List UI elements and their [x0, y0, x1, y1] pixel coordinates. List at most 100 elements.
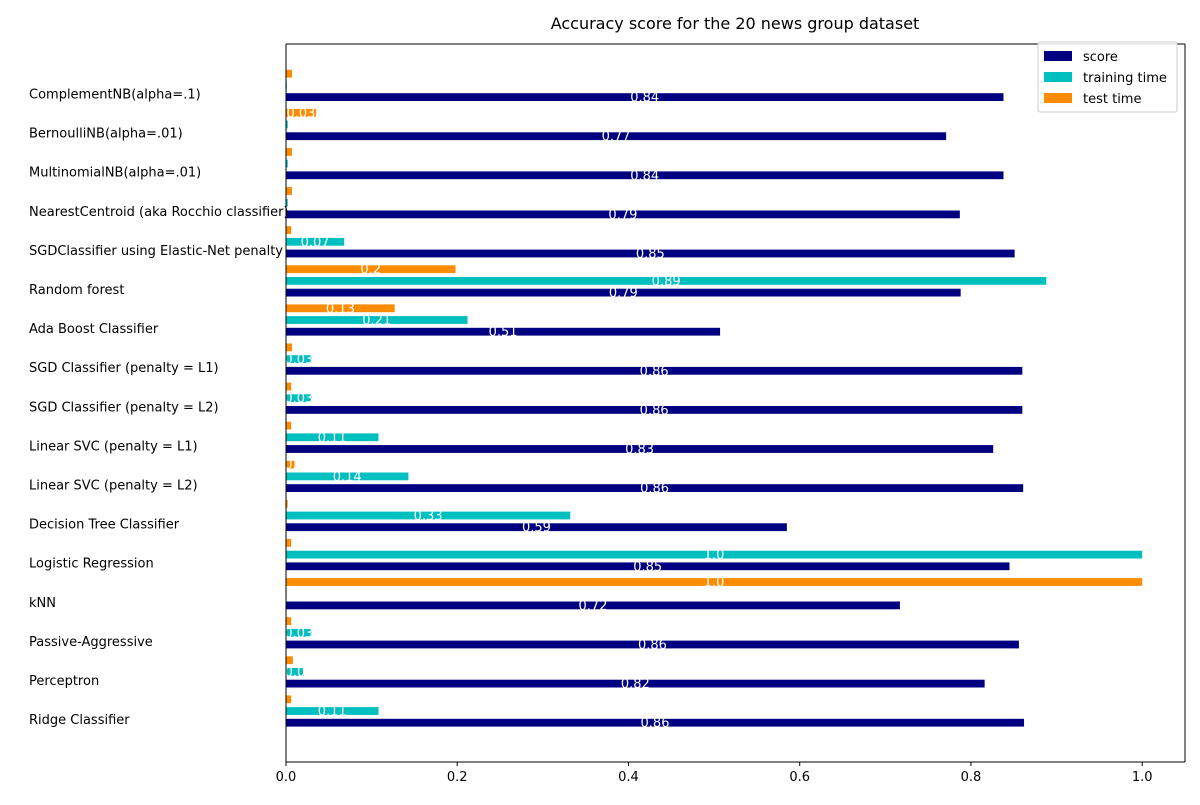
- category-label: kNN: [29, 596, 56, 611]
- bar-score: [286, 601, 900, 610]
- legend-entry: training time: [1083, 71, 1167, 86]
- bar-value-label: 0.86: [640, 482, 669, 497]
- bar-value-label: 0.03: [284, 392, 313, 407]
- bar-value-label: 0.79: [609, 286, 638, 301]
- legend: score training time test time: [1037, 41, 1178, 113]
- bar-score: [286, 484, 1024, 492]
- category-label: Decision Tree Classifier: [29, 518, 180, 533]
- bar-score: [286, 445, 994, 453]
- bar-training-time: [286, 511, 571, 520]
- bar-score: [286, 523, 787, 532]
- bar-test-time: [286, 187, 292, 195]
- bar-score: [286, 640, 1019, 649]
- bar-value-label: 0.07: [301, 235, 330, 250]
- x-tick-label: 0.6: [789, 770, 810, 785]
- bar-test-time: [286, 69, 292, 78]
- bar-value-label: 0.: [284, 458, 296, 473]
- category-label: Ada Boost Classifier: [29, 322, 159, 337]
- bar-value-label: 0.85: [636, 247, 665, 262]
- bar-score: [286, 718, 1025, 727]
- bar-score: [286, 406, 1023, 414]
- legend-entry: test time: [1083, 92, 1141, 107]
- bar-training-time: [286, 628, 312, 637]
- bar-value-label: 0.77: [602, 130, 631, 145]
- bar-value-label: 0.79: [608, 208, 637, 223]
- x-tick-label: 0.0: [276, 770, 297, 785]
- bar-score: [286, 171, 1004, 180]
- bar-test-time: [286, 148, 292, 156]
- axes: 0.0 0.2 0.4 0.6 0.8 1.0: [276, 43, 1186, 785]
- bar-training-time: [286, 668, 304, 676]
- bar-test-time: [286, 108, 316, 117]
- bar-training-time: [286, 316, 468, 324]
- bar-score: [286, 132, 947, 141]
- bar-test-time: [286, 460, 295, 469]
- category-label: Random forest: [29, 283, 124, 298]
- bar-training-time: [286, 198, 288, 207]
- x-tick-label: 0.2: [447, 770, 468, 785]
- bar-test-time: [286, 265, 456, 274]
- category-label: SGD Classifier (penalty = L2): [29, 400, 219, 415]
- bar-training-time: [286, 472, 409, 481]
- bar-value-label: 0.86: [640, 364, 669, 379]
- bar-value-label: 0.2: [360, 263, 381, 278]
- legend-entry: score: [1083, 50, 1118, 65]
- bar-value-label: 0.11: [318, 705, 347, 720]
- bar-value-label: 0.03: [287, 106, 316, 121]
- bar-training-time: [286, 355, 312, 363]
- plot-area: 0.84 0.77 0.03 0.84 0.79 0.85 0.07 0.79 0.89 0.2 0…: [29, 69, 1143, 731]
- category-label: SGDClassifier using Elastic-Net penalty: [29, 244, 283, 259]
- category-label: Linear SVC (penalty = L1): [29, 439, 198, 454]
- bar-test-time: [286, 304, 395, 313]
- bar-test-time: [286, 656, 293, 665]
- bar-value-label: 0.84: [630, 169, 659, 184]
- category-label: NearestCentroid (aka Rocchio classifier): [29, 205, 289, 220]
- bar-test-time: [286, 617, 292, 625]
- bar-score: [286, 327, 721, 336]
- category-label: ComplementNB(alpha=.1): [29, 88, 201, 103]
- bar-training-time: [286, 237, 345, 246]
- category-label: Passive-Aggressive: [29, 635, 153, 650]
- category-label: Perceptron: [29, 674, 99, 689]
- category-label: Logistic Regression: [29, 557, 154, 572]
- x-tick-label: 0.4: [618, 770, 639, 785]
- bar-value-label: 0.86: [638, 638, 667, 653]
- bar-value-label: 0.33: [414, 509, 443, 524]
- bar-score: [286, 679, 985, 688]
- legend-swatch: [1044, 72, 1072, 82]
- category-label: SGD Classifier (penalty = L1): [29, 361, 219, 376]
- bar-value-label: 0.84: [630, 91, 659, 106]
- bar-score: [286, 366, 1023, 375]
- bar-value-label: 0.03: [284, 626, 313, 641]
- bar-value-label: 0.11: [318, 431, 347, 446]
- bar-value-label: 0.82: [621, 677, 650, 692]
- bar-value-label: 0.83: [625, 443, 654, 458]
- bar-training-time: [286, 433, 379, 442]
- bar-test-time: [286, 499, 288, 508]
- bar-score: [286, 210, 960, 219]
- bar-value-label: 0.21: [362, 314, 391, 329]
- category-label: Linear SVC (penalty = L2): [29, 479, 198, 494]
- bar-training-time: [286, 394, 312, 403]
- bar-value-label: 1.0: [704, 548, 725, 563]
- bar-value-label: 0.85: [633, 560, 662, 575]
- bar-test-time: [286, 382, 292, 391]
- category-label: BernoulliNB(alpha=.01): [29, 127, 183, 142]
- bar-value-label: 0.14: [333, 470, 362, 485]
- legend-swatch: [1044, 93, 1072, 103]
- bar-test-time: [286, 578, 1143, 586]
- bar-value-label: 0.13: [326, 302, 355, 317]
- bar-training-time: [286, 707, 379, 715]
- bar-value-label: 0.86: [640, 403, 669, 418]
- bar-value-label: 0.51: [489, 325, 518, 340]
- bar-value-label: 0.59: [522, 521, 551, 536]
- bar-value-label: 1.0: [704, 576, 725, 591]
- bar-value-label: 0.89: [652, 274, 681, 289]
- legend-swatch: [1044, 51, 1072, 61]
- bar-score: [286, 288, 961, 297]
- bar-test-time: [286, 343, 292, 352]
- bar-training-time: [286, 550, 1143, 559]
- x-tick-label: 1.0: [1132, 770, 1153, 785]
